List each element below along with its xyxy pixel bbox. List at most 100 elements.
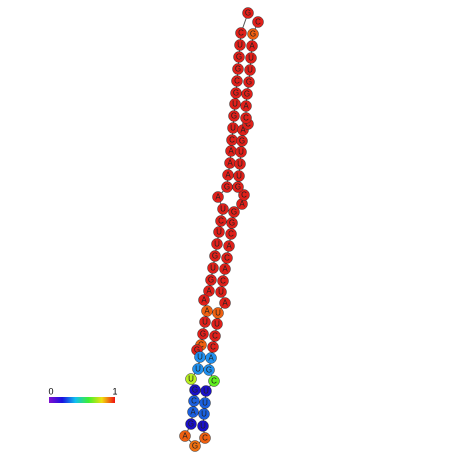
nucleotide-label: G: [208, 276, 214, 285]
nucleotide-label: C: [228, 230, 234, 239]
nucleotide: G: [233, 51, 245, 63]
nucleotide: C: [215, 215, 227, 227]
nucleotide: A: [225, 145, 237, 157]
nucleotide-label: C: [220, 277, 226, 286]
nucleotide: G: [241, 88, 253, 100]
nucleotide: A: [224, 157, 236, 169]
nucleotide-circle: [240, 112, 252, 124]
nucleotide-label: A: [227, 159, 233, 168]
nucleotide-circle: [226, 217, 238, 229]
nucleotide: G: [226, 217, 238, 229]
nucleotide-circle: [205, 274, 217, 286]
nucleotide-circle: [228, 110, 240, 122]
nucleotide-label: U: [215, 309, 221, 318]
nucleotide: A: [222, 169, 234, 181]
nucleotide-label: C: [212, 332, 218, 341]
colorbar: [49, 397, 115, 403]
nucleotide-label: U: [210, 264, 216, 273]
nucleotide: U: [244, 64, 256, 76]
nucleotide-label: U: [220, 205, 226, 214]
nucleotide: C: [199, 432, 211, 444]
nucleotide: C: [209, 330, 221, 342]
nucleotide-label: G: [200, 330, 206, 339]
nucleotide-label: U: [238, 148, 244, 157]
nucleotide-circle: [187, 406, 199, 418]
nucleotide-label: G: [212, 252, 218, 261]
nucleotide: G: [205, 274, 217, 286]
nucleotide-label: C: [198, 341, 204, 350]
nucleotide-label: G: [231, 208, 237, 217]
nucleotide-circle: [209, 330, 221, 342]
nucleotide-label: A: [239, 200, 245, 209]
nucleotide: G: [232, 181, 244, 193]
nucleotide-label: U: [195, 365, 201, 374]
nucleotide-circle: [199, 397, 211, 409]
nucleotide-circle: [215, 215, 227, 227]
nucleotide-label: U: [201, 410, 207, 419]
nucleotide-label: C: [224, 254, 230, 263]
nucleotide-label: C: [241, 191, 247, 200]
nucleotide-label: U: [200, 422, 206, 431]
nucleotide-circle: [231, 75, 243, 87]
nucleotide-label: C: [234, 77, 240, 86]
nucleotide-circle: [215, 286, 227, 298]
nucleotide-label: A: [182, 432, 188, 441]
nucleotide-circle: [221, 252, 233, 264]
colorbar-min: 0: [48, 386, 53, 396]
nucleotide: C: [225, 228, 237, 240]
nucleotide: U: [207, 262, 219, 274]
nucleotide: U: [194, 351, 206, 363]
nucleotide-circle: [201, 305, 213, 317]
colorbar-max: 1: [112, 386, 117, 396]
nucleotide: G: [243, 76, 255, 88]
nucleotide-label: U: [203, 387, 209, 396]
nucleotide-label: G: [246, 78, 252, 87]
nucleotide-circle: [229, 98, 241, 110]
nucleotide-circle: [240, 100, 252, 112]
nucleotide-circle: [246, 40, 258, 52]
nucleotide-label: A: [190, 408, 196, 417]
colorbar-legend: 0 1: [48, 386, 118, 403]
nucleotide: U: [235, 146, 247, 158]
nucleotide-label: U: [230, 124, 236, 133]
nucleotide-circle: [235, 27, 247, 39]
nucleotide-label: C: [210, 343, 216, 352]
nucleotide: A: [198, 294, 210, 306]
nucleotide-circle: [208, 375, 220, 387]
nucleotide: A: [179, 430, 191, 442]
nucleotide: C: [252, 16, 264, 28]
nucleotide: U: [192, 363, 204, 375]
nucleotide-circle: [219, 297, 231, 309]
nucleotide: G: [185, 418, 197, 430]
nucleotide-label: A: [204, 307, 210, 316]
nucleotide: C: [238, 189, 250, 201]
nucleotide-label: C: [245, 120, 251, 129]
nucleotide-circle: [223, 240, 235, 252]
nucleotide-label: A: [228, 147, 234, 156]
nucleotide-circle: [241, 88, 253, 100]
nucleotide-circle: [245, 52, 257, 64]
nucleotide: U: [234, 39, 246, 51]
nucleotide-label: U: [216, 228, 222, 237]
nucleotide-circle: [242, 7, 254, 19]
nucleotide: G: [236, 135, 248, 147]
nucleotide: G: [232, 63, 244, 75]
nucleotide-circle: [217, 275, 229, 287]
nucleotide: C: [235, 27, 247, 39]
nucleotide: G: [230, 87, 242, 99]
nucleotide-circle: [238, 189, 250, 201]
nucleotide-label: G: [235, 183, 241, 192]
nucleotide: U: [211, 238, 223, 250]
nucleotide: U: [227, 122, 239, 134]
nucleotide: G: [228, 206, 240, 218]
nucleotide-circle: [233, 170, 245, 182]
nucleotide: U: [199, 397, 211, 409]
nucleotide-circle: [197, 420, 209, 432]
nucleotide-label: A: [201, 296, 207, 305]
nucleotide: G: [221, 181, 233, 193]
nucleotide-label: U: [247, 66, 253, 75]
nucleotide-label: U: [214, 320, 220, 329]
nucleotide: U: [185, 373, 197, 385]
nucleotide-label: A: [243, 102, 249, 111]
